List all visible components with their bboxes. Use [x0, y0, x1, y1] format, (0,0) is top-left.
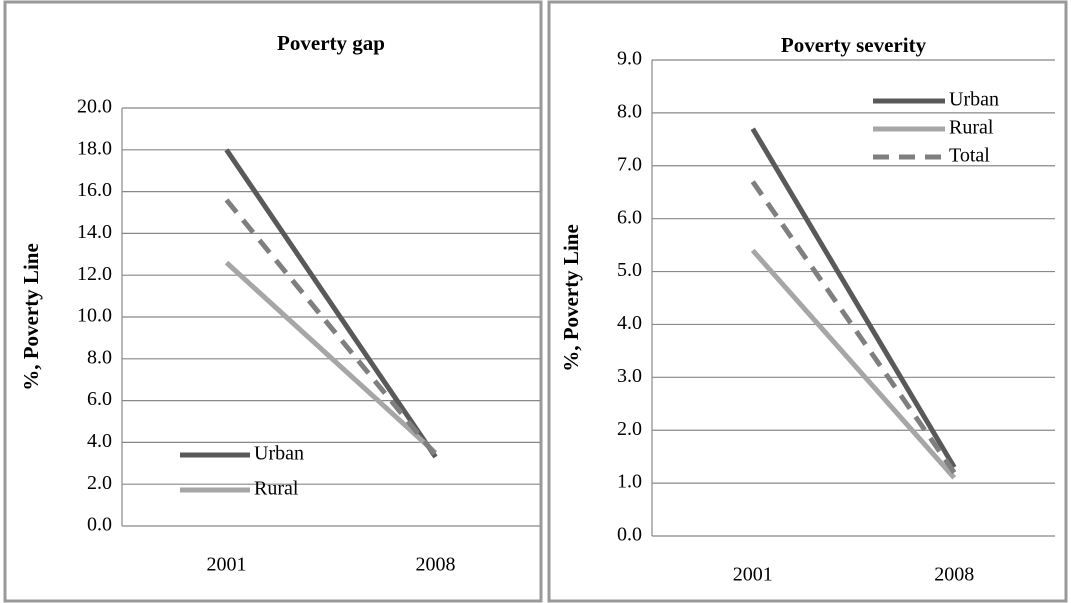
y-tick-label: 8.0: [87, 346, 112, 368]
y-tick-label: 14.0: [77, 221, 112, 243]
y-axis-label: %, Poverty Line: [559, 224, 583, 372]
chart-title: Poverty gap: [277, 31, 385, 55]
y-tick-label: 6.0: [617, 206, 642, 228]
y-axis-label: %, Poverty Line: [19, 243, 43, 391]
y-tick-label: 7.0: [617, 153, 642, 175]
series-line: [750, 127, 957, 469]
y-tick-label: 4.0: [87, 430, 112, 452]
legend-label: Urban: [254, 443, 304, 465]
y-tick-label: 12.0: [77, 263, 112, 285]
panel-border: [547, 0, 1068, 603]
y-tick-label: 2.0: [87, 472, 112, 494]
legend-label: Rural: [949, 117, 994, 139]
series-line: [224, 148, 438, 459]
series-line: [750, 180, 957, 474]
y-tick-label: 10.0: [77, 305, 112, 327]
y-tick-label: 18.0: [77, 137, 112, 159]
legend-label: Urban: [949, 89, 999, 111]
chart-title: Poverty severity: [781, 33, 927, 57]
series-line: [750, 248, 957, 480]
legend-label: Total: [949, 145, 990, 167]
legend-label: Rural: [254, 478, 299, 500]
y-tick-label: 0.0: [617, 524, 642, 546]
series-line: [224, 198, 438, 457]
x-tick-label: 2001: [207, 554, 247, 576]
y-tick-label: 16.0: [77, 179, 112, 201]
x-tick-label: 2008: [416, 554, 456, 576]
x-tick-label: 2008: [934, 564, 974, 586]
y-tick-label: 2.0: [617, 418, 642, 440]
y-tick-label: 3.0: [617, 365, 642, 387]
y-tick-label: 6.0: [87, 388, 112, 410]
y-tick-label: 5.0: [617, 259, 642, 281]
panel-border: [3, 0, 543, 603]
x-tick-label: 2001: [733, 564, 773, 586]
y-tick-label: 1.0: [617, 471, 642, 493]
y-tick-label: 9.0: [617, 48, 642, 70]
y-tick-label: 20.0: [77, 96, 112, 118]
y-tick-label: 4.0: [617, 312, 642, 334]
series-line: [224, 260, 438, 455]
y-tick-label: 8.0: [617, 100, 642, 122]
y-tick-label: 0.0: [87, 514, 112, 536]
